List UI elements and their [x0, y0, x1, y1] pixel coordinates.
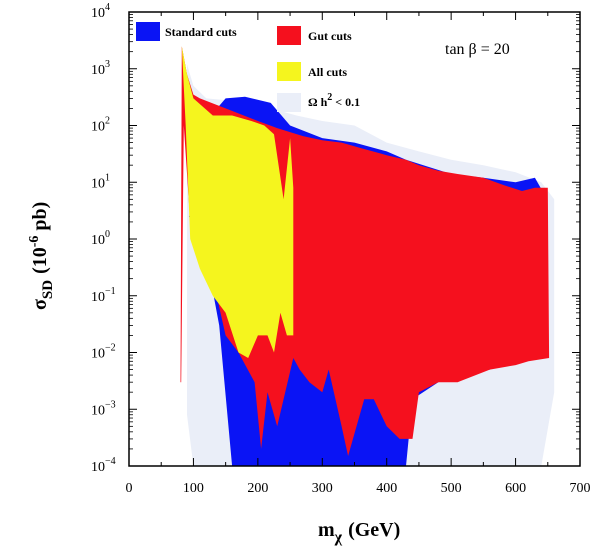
y-axis-title-sub: SD [40, 280, 56, 299]
legend-swatch-gut [277, 26, 301, 45]
y-tick-label-7: 103 [91, 59, 110, 78]
y-axis-title-main: σ [29, 299, 51, 310]
x-axis-title-unit: (GeV) [348, 519, 400, 541]
y-tick-label-exp: 0 [105, 229, 110, 240]
x-tick-label-600: 600 [505, 481, 526, 496]
x-axis-title: mχ (GeV) [318, 519, 400, 546]
y-axis-title-unit-exp: -6 [27, 236, 42, 248]
x-tick-label-200: 200 [247, 481, 268, 496]
y-tick-label-exp: 4 [105, 2, 110, 13]
y-tick-label-exp: 2 [105, 116, 110, 127]
x-tick-label-0: 0 [126, 481, 133, 496]
y-tick-label-0: 10−4 [91, 456, 116, 475]
y-axis-title-unit-pre: (10 [29, 247, 51, 274]
y-tick-label-base: 10 [91, 63, 105, 78]
tick-label-layer: 0 100 200 300 400 500 600 70010−410−310−210−110… [91, 2, 591, 496]
x-tick-label-100: 100 [183, 481, 204, 496]
x-tick-label-300: 300 [312, 481, 333, 496]
y-axis-title-unit-post: pb) [29, 202, 51, 236]
y-tick-label-base: 10 [91, 290, 105, 305]
area-layer [180, 46, 555, 466]
x-tick-label-400: 400 [376, 481, 397, 496]
y-tick-label-5: 101 [91, 172, 110, 191]
x-axis-title-sub: χ [334, 529, 343, 546]
y-tick-label-base: 10 [91, 233, 105, 248]
legend-swatch-all [277, 62, 301, 81]
legend-label-standard: Standard cuts [165, 25, 237, 39]
tick-layer [128, 11, 581, 467]
legend-swatch-relic [277, 93, 301, 112]
y-tick-label-base: 10 [91, 403, 105, 418]
legend-label-relic: Ω h2 < 0.1 [308, 92, 360, 109]
legend-label-relic-exp: 2 [327, 92, 332, 103]
x-axis-title-main: m [318, 519, 335, 541]
y-tick-label-exp: 3 [105, 59, 110, 70]
legend: Standard cuts Gut cuts All cuts Ω h2 < 0… [136, 22, 360, 112]
y-tick-label-exp: 1 [105, 172, 110, 183]
legend-label-gut: Gut cuts [308, 29, 352, 43]
legend-swatch-standard [136, 22, 160, 41]
y-tick-label-exp: −2 [105, 343, 116, 354]
y-axis-title: σSD (10-6 pb) [27, 202, 56, 310]
legend-label-relic-main: Ω h [308, 95, 328, 109]
y-tick-label-exp: −1 [105, 286, 116, 297]
x-tick-label-700: 700 [570, 481, 591, 496]
y-tick-label-4: 100 [91, 229, 110, 248]
tanbeta-annotation: tan β = 20 [445, 41, 510, 58]
y-tick-label-base: 10 [91, 176, 105, 191]
y-tick-label-8: 104 [91, 2, 110, 21]
y-tick-label-2: 10−2 [91, 343, 116, 362]
y-tick-label-6: 102 [91, 116, 110, 135]
y-tick-label-exp: −4 [105, 456, 116, 467]
y-tick-label-base: 10 [91, 347, 105, 362]
area-all-cuts [181, 46, 294, 358]
legend-label-relic-post: < 0.1 [332, 95, 360, 109]
x-tick-label-500: 500 [441, 481, 462, 496]
y-tick-label-3: 10−1 [91, 286, 116, 305]
y-tick-label-base: 10 [91, 120, 105, 135]
y-tick-label-base: 10 [91, 460, 105, 475]
y-tick-label-base: 10 [91, 6, 105, 21]
y-tick-label-1: 10−3 [91, 399, 116, 418]
legend-label-all: All cuts [308, 65, 347, 79]
y-tick-label-exp: −3 [105, 399, 116, 410]
